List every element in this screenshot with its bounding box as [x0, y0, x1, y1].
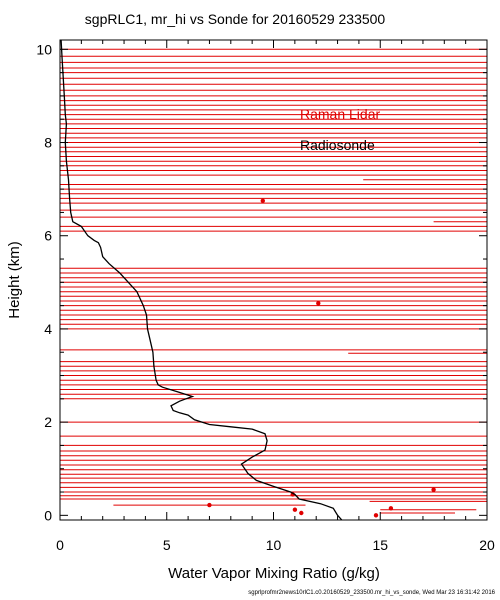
- x-axis-label: Water Vapor Mixing Ratio (g/kg): [168, 565, 380, 582]
- lidar-point: [373, 513, 379, 518]
- x-tick-label: 10: [266, 537, 282, 553]
- x-tick-label: 15: [372, 537, 388, 553]
- lidar-point: [431, 487, 436, 492]
- plot-frame: [59, 39, 488, 521]
- y-tick-label: 6: [44, 228, 52, 244]
- radiosonde-line: [60, 39, 343, 521]
- lidar-point: [388, 506, 394, 511]
- legend-entry-raman-lidar: Raman Lidar: [300, 106, 380, 122]
- plot-marks: [60, 39, 487, 521]
- axes: 0 2 4 6 8 10 0 5 10 15 20: [36, 39, 495, 553]
- lidar-point: [316, 301, 321, 306]
- y-tick-label: 0: [44, 507, 52, 523]
- legend-entry-radiosonde: Radiosonde: [300, 137, 375, 153]
- x-tick-label: 5: [163, 537, 171, 553]
- x-tick-label: 0: [56, 537, 64, 553]
- lidar-point: [292, 507, 298, 512]
- footer-text: sgprlprofmr2news10rlC1.c0.20160529_23350…: [248, 590, 495, 596]
- lidar-point: [260, 198, 265, 203]
- lidar-point: [207, 502, 212, 508]
- x-tick-label: 20: [479, 537, 495, 553]
- y-tick-label: 4: [44, 321, 52, 337]
- y-tick-label: 8: [44, 135, 52, 151]
- y-tick-label: 10: [36, 41, 52, 57]
- lidar-point: [299, 510, 304, 516]
- y-axis-label: Height (km): [6, 241, 23, 319]
- chart-title: sgpRLC1, mr_hi vs Sonde for 20160529 233…: [85, 11, 386, 27]
- y-tick-label: 2: [44, 414, 52, 430]
